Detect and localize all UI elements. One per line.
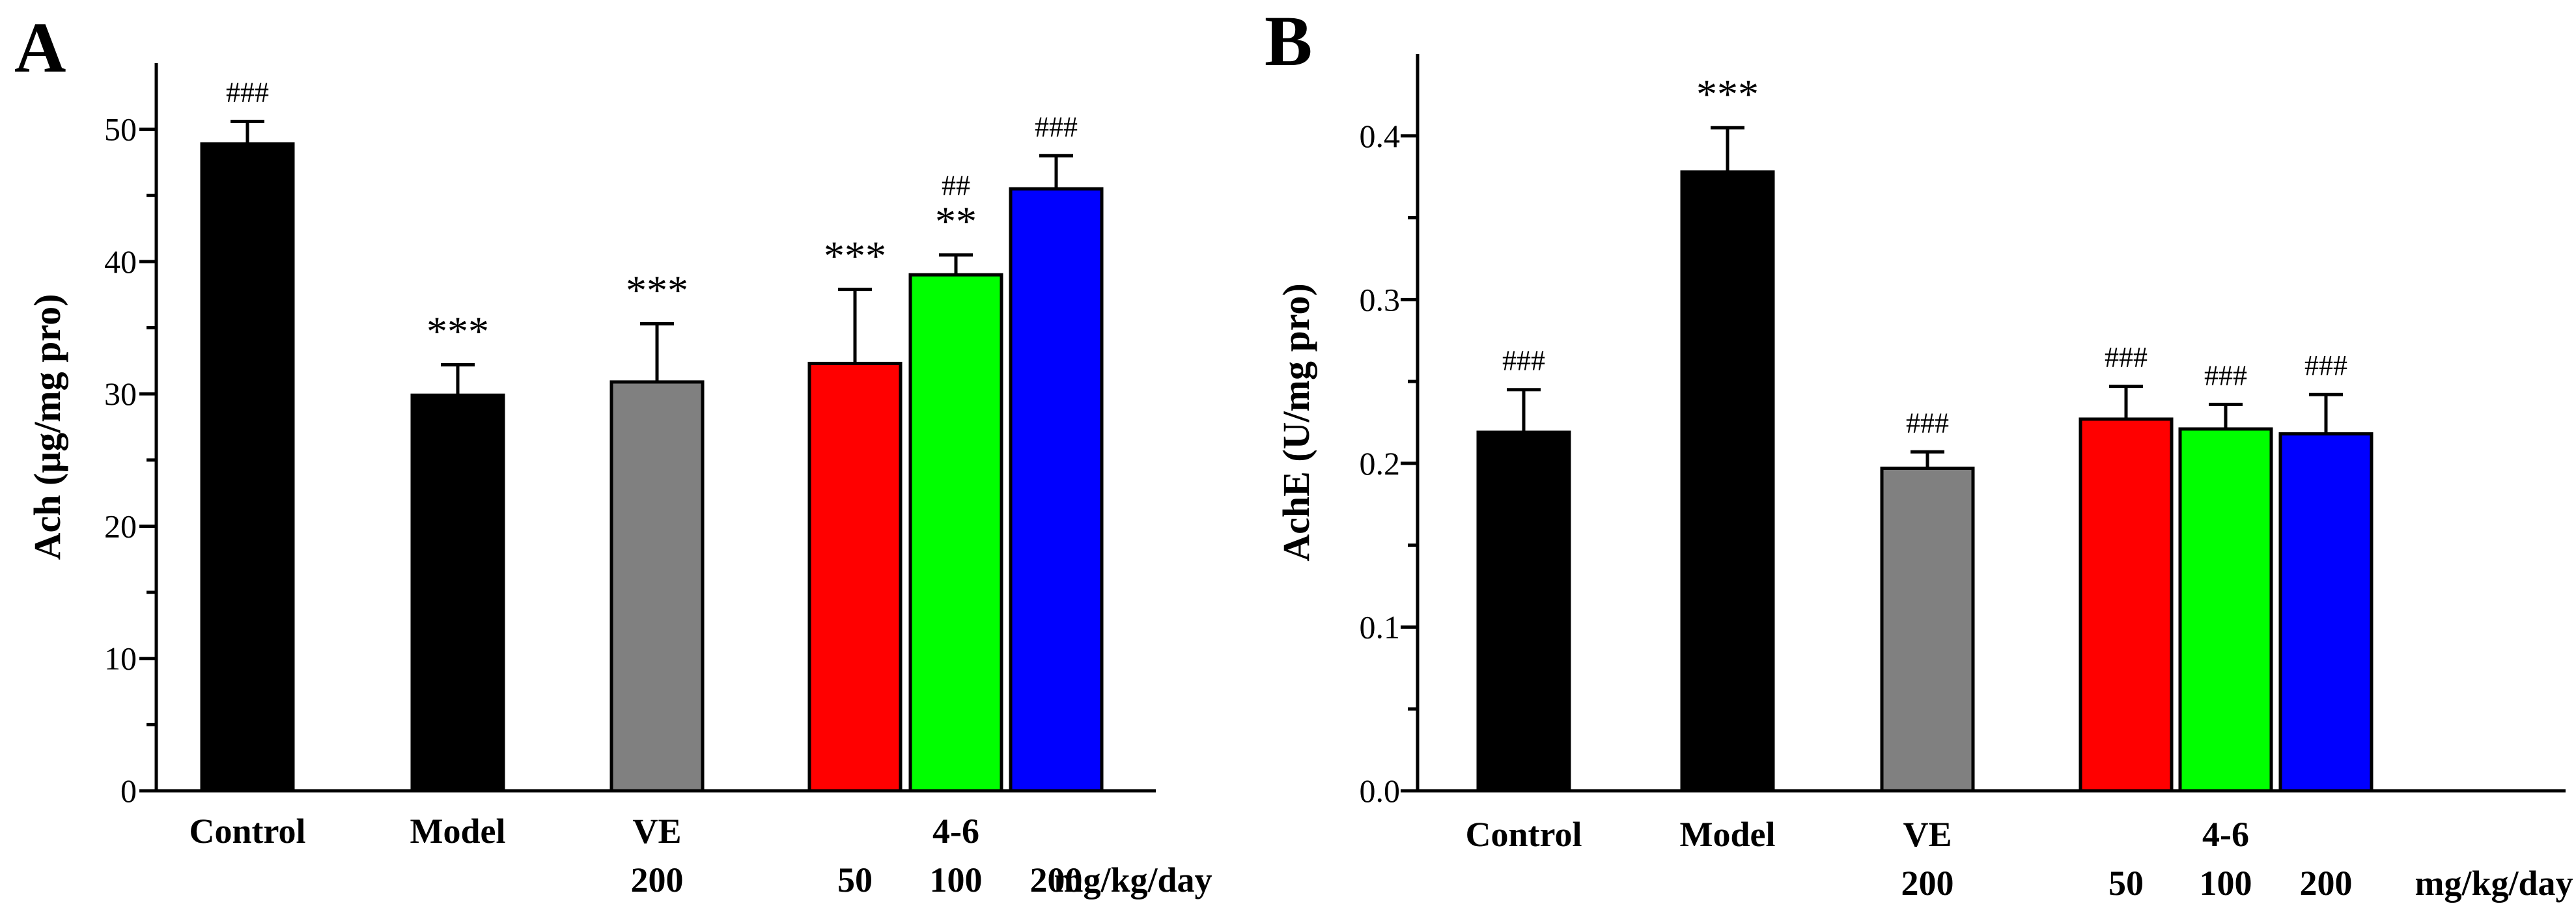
significance-hash-3: ### [2105, 342, 2148, 374]
significance-stars-1: *** [427, 308, 489, 354]
significance-stars-4: ** [935, 199, 977, 245]
bar-1 [410, 393, 505, 793]
bar-5 [1009, 187, 1104, 793]
x-dose-label: 200 [1030, 860, 1083, 899]
bar-2 [1880, 466, 1975, 793]
panel-label-a: A [14, 8, 66, 87]
x-dose-label: 200 [631, 860, 684, 899]
x-category-label: VE [1903, 815, 1952, 854]
bar-3 [2079, 417, 2174, 793]
y-tick-label: 50 [104, 111, 137, 148]
significance-hash-4: ### [2204, 359, 2247, 391]
x-dose-label: 100 [930, 860, 983, 899]
significance-stars-2: *** [626, 267, 688, 313]
significance-hash-2: ### [1906, 407, 1949, 439]
y-tick-label: 0.0 [1360, 773, 1401, 809]
significance-stars-3: *** [824, 233, 886, 279]
significance-stars-1: *** [1696, 71, 1759, 117]
significance-hash-4: ## [942, 170, 970, 202]
x-category-label: 4-6 [932, 812, 979, 851]
x-dose-label: 200 [2300, 864, 2353, 903]
significance-hash-5: ### [1035, 111, 1078, 143]
dose-unit-label: mg/kg/day [1054, 860, 1212, 899]
x-category-label: Control [1465, 815, 1582, 854]
x-dose-label: 50 [2108, 864, 2144, 903]
bar-0 [200, 142, 295, 793]
significance-hash-0: ### [1502, 345, 1545, 377]
bar-2 [609, 380, 705, 793]
y-tick-label: 40 [104, 243, 137, 280]
y-tick-label: 10 [104, 640, 137, 677]
x-dose-label: 50 [837, 860, 873, 899]
x-category-label: 4-6 [2202, 815, 2249, 854]
y-tick-label: 0.4 [1360, 118, 1401, 154]
significance-hash-5: ### [2304, 350, 2347, 381]
y-tick-label: 0 [120, 773, 137, 809]
y-axis-label: AchE (U/mg pro) [1275, 283, 1317, 561]
y-tick-label: 0.2 [1360, 445, 1401, 482]
dose-unit-label: mg/kg/day [2415, 864, 2573, 903]
bar-1 [1680, 170, 1775, 793]
y-tick-label: 0.3 [1360, 281, 1401, 318]
y-tick-label: 30 [104, 376, 137, 412]
bar-3 [807, 361, 903, 793]
x-category-label: Model [1680, 815, 1776, 854]
y-axis-label: Ach (μg/mg pro) [26, 294, 68, 560]
x-category-label: Control [189, 812, 305, 851]
y-tick-label: 20 [104, 508, 137, 544]
x-category-label: Model [410, 812, 506, 851]
bar-5 [2278, 432, 2373, 793]
panel-b: B 0.0 0.1 0.2 0.3 0.4 AchE (U/mg pro) ### *** ###… [1265, 1, 2573, 903]
panel-label-b: B [1265, 1, 1312, 81]
x-dose-label: 200 [1901, 864, 1954, 903]
y-tick-label: 0.1 [1360, 609, 1401, 645]
significance-hash-0: ### [226, 76, 269, 108]
x-dose-label: 100 [2200, 864, 2252, 903]
bar-4 [2178, 427, 2273, 793]
x-category-label: VE [632, 812, 681, 851]
bar-0 [1476, 430, 1571, 793]
bar-4 [908, 273, 1003, 793]
